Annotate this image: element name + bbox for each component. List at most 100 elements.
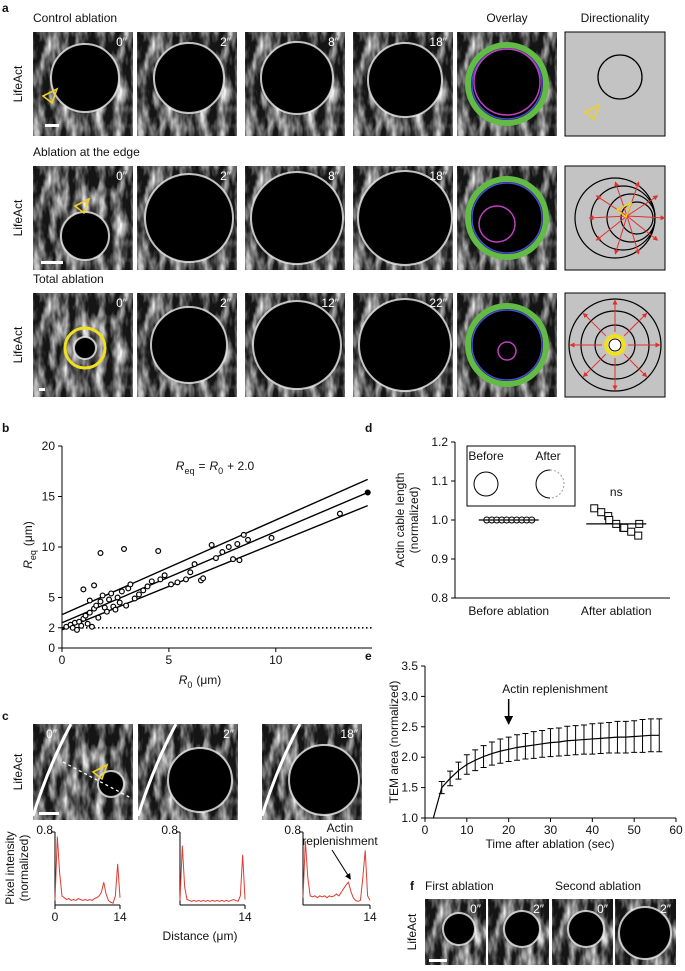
y-tick-label: 1.0 — [431, 513, 448, 527]
direction-arrow — [623, 312, 648, 337]
y-tick-label: 0.8 — [36, 823, 53, 837]
time-label: 8″ — [328, 169, 340, 183]
y-tick-label: 20 — [42, 439, 56, 453]
time-label: 0″ — [116, 296, 128, 310]
error-bar — [497, 738, 504, 764]
data-point — [135, 591, 142, 598]
direction-arrow — [614, 215, 628, 255]
x-tick-label: 0 — [52, 910, 59, 924]
micrograph: 22″ — [353, 293, 453, 397]
row-title: Control ablation — [33, 11, 117, 25]
y-tick-label: 0.8 — [284, 823, 301, 837]
time-label: 0″ — [597, 902, 609, 916]
data-point — [268, 534, 275, 541]
x-tick-label-box: Before ablation — [468, 604, 549, 618]
data-point — [187, 569, 194, 576]
data-point — [155, 548, 162, 555]
error-bar — [597, 722, 604, 755]
text-part: (μm) — [21, 521, 35, 546]
data-point — [86, 609, 93, 616]
data-point — [112, 606, 119, 613]
data-point — [161, 572, 168, 579]
overlay-green — [465, 42, 549, 126]
data-point — [93, 602, 100, 609]
data-point — [200, 575, 207, 582]
ring — [568, 298, 662, 392]
ring — [606, 193, 656, 243]
data-point — [78, 622, 85, 629]
scale-bar — [39, 388, 45, 391]
data-point — [80, 586, 87, 593]
y-tick-label: 1.2 — [431, 435, 448, 449]
x-tick-label: 20 — [502, 823, 516, 837]
micrograph: 0″ — [31, 723, 133, 820]
ablation-hole — [252, 300, 342, 390]
x-axis-label: Distance (μm) — [163, 929, 238, 943]
y-axis-label: TEM area (normalized) — [387, 681, 401, 804]
micrograph: 0″ — [33, 293, 133, 397]
time-label: 0″ — [116, 169, 128, 183]
data-point — [131, 595, 138, 602]
time-label: 18″ — [340, 727, 358, 741]
y-axis-label: Actin cable length — [393, 473, 407, 568]
micrograph: 2″ — [137, 166, 237, 270]
direction-arrow — [595, 215, 628, 241]
error-bar — [505, 736, 512, 762]
text-part: R — [209, 459, 218, 473]
error-bar — [622, 720, 629, 754]
panel-label: c — [2, 709, 9, 723]
data-point — [219, 549, 226, 556]
data-point — [234, 540, 241, 547]
error-bar — [488, 741, 495, 766]
time-label: 2″ — [660, 902, 672, 916]
micrograph: 0″ — [33, 32, 133, 136]
micrograph — [457, 166, 557, 270]
panel-label: a — [2, 1, 9, 15]
error-bar — [606, 722, 613, 754]
time-label: 2″ — [220, 296, 232, 310]
direction-arrow — [582, 353, 607, 378]
data-point — [245, 536, 252, 543]
cell-edge — [260, 723, 302, 817]
direction-arrow — [626, 215, 666, 221]
data-point — [240, 531, 247, 538]
text-part: + 2.0 — [227, 459, 254, 473]
overlay-magenta — [497, 341, 517, 361]
data-point — [127, 581, 134, 588]
overlay-green — [465, 176, 549, 260]
y-tick-label: 2.5 — [401, 720, 418, 734]
time-label: 2″ — [220, 169, 232, 183]
yellow-arrowhead — [41, 87, 59, 105]
ablation-hole — [618, 906, 672, 960]
data-point — [191, 561, 198, 568]
y-tick-label: 1.0 — [401, 811, 418, 825]
x-tick-label: 0 — [59, 653, 66, 667]
annotation: replenishment — [302, 834, 378, 848]
time-label: 8″ — [328, 35, 340, 49]
annotation-arrow — [331, 849, 351, 880]
micrograph: 2″ — [137, 32, 237, 136]
data-point — [157, 576, 164, 583]
time-label: 18″ — [429, 35, 447, 49]
annotation: Actin replenishment — [502, 682, 608, 696]
y-tick-label: 3.0 — [401, 689, 418, 703]
scale-bar — [41, 261, 63, 264]
yellow-arrowhead — [91, 763, 109, 781]
data-point — [84, 620, 91, 627]
panel-label: d — [365, 421, 372, 435]
time-label: 12″ — [321, 296, 339, 310]
time-label: 0″ — [46, 727, 58, 741]
error-bar — [455, 761, 462, 780]
center — [608, 338, 622, 352]
error-bar — [614, 720, 621, 754]
ablation-hole — [288, 744, 360, 816]
data-point — [620, 523, 629, 532]
y-tick-label: 5 — [48, 591, 55, 605]
directionality-diagram — [564, 292, 666, 398]
ablation-hole — [442, 912, 476, 946]
text-part: eq — [28, 550, 38, 560]
panel-label: e — [365, 649, 372, 663]
x-tick-label: 10 — [460, 823, 474, 837]
